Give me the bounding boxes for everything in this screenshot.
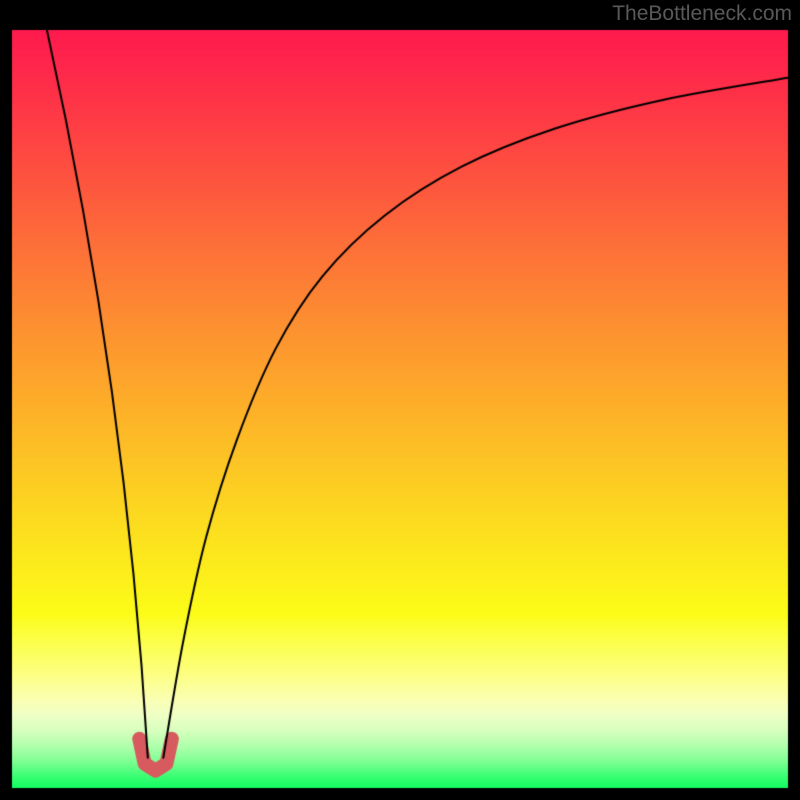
- watermark-text: TheBottleneck.com: [612, 2, 792, 26]
- bottleneck-chart-canvas: [0, 0, 800, 800]
- figure-root: TheBottleneck.com: [0, 0, 800, 800]
